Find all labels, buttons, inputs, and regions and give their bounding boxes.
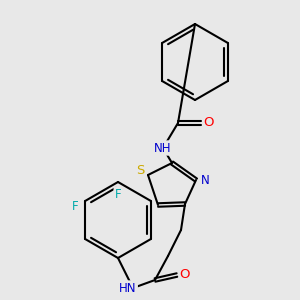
Text: NH: NH xyxy=(154,142,172,154)
Text: S: S xyxy=(136,164,144,176)
Text: N: N xyxy=(201,173,209,187)
Text: HN: HN xyxy=(119,281,137,295)
Text: F: F xyxy=(72,200,78,212)
Text: O: O xyxy=(180,268,190,281)
Text: O: O xyxy=(204,116,214,130)
Text: F: F xyxy=(115,188,121,200)
